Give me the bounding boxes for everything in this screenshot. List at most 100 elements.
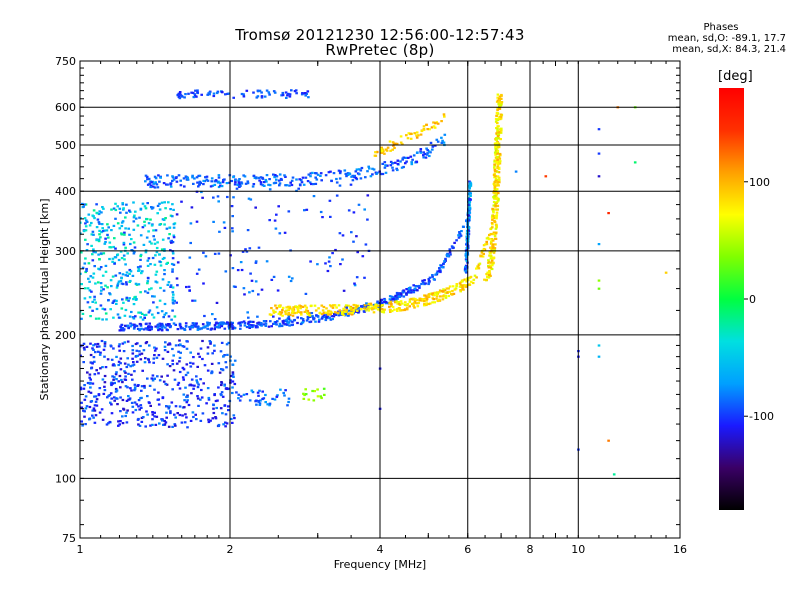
echo-point xyxy=(209,328,213,331)
echo-point xyxy=(125,281,128,284)
echo-point xyxy=(95,203,98,206)
echo-point xyxy=(143,386,146,389)
echo-point xyxy=(497,192,500,195)
echo-point xyxy=(304,393,308,396)
echo-point xyxy=(357,168,361,171)
echo-point xyxy=(491,243,495,246)
echo-point xyxy=(469,275,473,278)
echo-point xyxy=(94,395,98,398)
echo-point xyxy=(297,187,300,190)
echo-point xyxy=(167,237,170,240)
echo-point xyxy=(331,317,334,321)
echo-point xyxy=(254,206,257,209)
echo-point xyxy=(469,181,472,184)
echo-point xyxy=(160,375,163,378)
echo-point xyxy=(188,328,192,331)
echo-point xyxy=(283,394,286,397)
echo-point xyxy=(98,210,101,213)
echo-point xyxy=(225,322,229,325)
echo-point xyxy=(338,172,342,175)
echo-point xyxy=(274,310,277,313)
echo-point xyxy=(139,344,142,348)
echo-point xyxy=(278,184,281,187)
echo-point xyxy=(257,246,261,249)
echo-point xyxy=(409,291,413,294)
echo-point xyxy=(398,295,401,298)
echo-point xyxy=(148,309,152,312)
echo-point xyxy=(467,206,470,209)
echo-point xyxy=(163,349,167,352)
echo-point xyxy=(285,306,288,309)
echo-point xyxy=(496,149,500,152)
echo-point xyxy=(222,355,225,358)
echo-point xyxy=(97,394,101,397)
echo-point xyxy=(128,209,131,212)
echo-point xyxy=(496,125,499,128)
echo-point xyxy=(323,316,327,319)
echo-point xyxy=(407,287,411,290)
echo-point xyxy=(469,198,472,201)
echo-point xyxy=(146,276,150,279)
echo-point xyxy=(118,227,122,230)
echo-point xyxy=(376,171,379,174)
echo-point xyxy=(81,312,85,315)
echo-point xyxy=(117,316,121,319)
echo-point xyxy=(260,324,263,327)
echo-point xyxy=(492,217,496,220)
echo-point xyxy=(127,363,130,366)
echo-point xyxy=(500,101,504,104)
echo-point xyxy=(231,267,235,270)
echo-point xyxy=(227,323,231,326)
echo-point xyxy=(487,266,491,269)
echo-point xyxy=(111,382,115,385)
echo-point xyxy=(236,183,240,186)
echo-point xyxy=(239,324,242,327)
echo-point xyxy=(248,399,252,402)
echo-point xyxy=(88,376,91,379)
echo-point xyxy=(427,294,430,297)
echo-point xyxy=(306,317,310,320)
echo-point xyxy=(168,325,171,328)
echo-point xyxy=(354,304,357,307)
echo-point xyxy=(248,247,252,250)
echo-point xyxy=(83,262,87,265)
echo-point xyxy=(495,161,498,164)
echo-point xyxy=(158,422,161,425)
echo-point xyxy=(497,167,501,170)
echo-point xyxy=(302,183,306,186)
echo-point xyxy=(491,264,494,267)
echo-point xyxy=(244,182,248,185)
echo-point xyxy=(494,197,497,200)
echo-point xyxy=(264,178,268,182)
echo-point xyxy=(443,115,446,118)
echo-point xyxy=(149,218,152,221)
echo-point xyxy=(425,295,428,298)
echo-point xyxy=(320,312,324,316)
echo-point xyxy=(205,178,209,181)
echo-point xyxy=(349,310,353,313)
echo-point xyxy=(97,212,101,216)
echo-point xyxy=(177,381,181,384)
echo-point xyxy=(103,342,107,345)
echo-point xyxy=(161,326,164,329)
echo-point xyxy=(171,257,175,260)
echo-point xyxy=(458,232,461,235)
echo-point xyxy=(597,355,601,358)
echo-point xyxy=(369,304,372,307)
echo-point xyxy=(284,323,288,326)
echo-point xyxy=(312,195,316,198)
y-tick-label: 100 xyxy=(55,472,76,485)
echo-point xyxy=(272,275,276,278)
echo-point xyxy=(491,239,495,242)
echo-point xyxy=(99,292,103,295)
echo-point xyxy=(231,386,234,389)
echo-point xyxy=(331,306,335,309)
echo-point xyxy=(300,93,304,96)
echo-point xyxy=(221,321,225,324)
echo-point xyxy=(267,183,270,186)
echo-point xyxy=(223,322,226,325)
echo-point xyxy=(117,380,121,383)
echo-point xyxy=(468,283,471,286)
echo-point xyxy=(383,299,387,302)
echo-point xyxy=(390,302,393,306)
